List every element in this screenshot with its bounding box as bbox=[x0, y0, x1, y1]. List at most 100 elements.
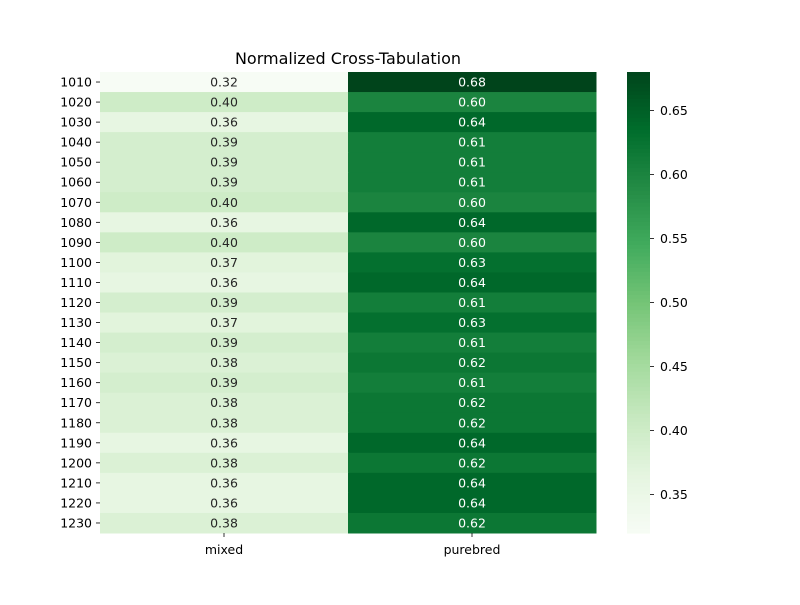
colorbar-segment bbox=[627, 283, 650, 288]
colorbar-segment bbox=[627, 129, 650, 135]
cell-value-label: 0.38 bbox=[210, 415, 238, 430]
y-tick-label: 1070 bbox=[60, 195, 92, 210]
y-tick-label: 1190 bbox=[60, 435, 92, 450]
colorbar-segment bbox=[627, 394, 650, 400]
colorbar-segment bbox=[627, 183, 650, 188]
colorbar-segment bbox=[627, 352, 650, 357]
heatmap-cell bbox=[348, 432, 597, 454]
colorbar-segment bbox=[627, 118, 650, 123]
colorbar-segment bbox=[627, 314, 650, 319]
cell-value-label: 0.64 bbox=[458, 475, 486, 490]
cell-value-label: 0.61 bbox=[458, 175, 486, 190]
colorbar-segment bbox=[627, 267, 650, 273]
heatmap-cell bbox=[100, 352, 349, 374]
colorbar-tick-label: 0.60 bbox=[660, 167, 688, 182]
cell-value-label: 0.37 bbox=[210, 315, 238, 330]
colorbar-segment bbox=[627, 210, 650, 215]
colorbar-tick-label: 0.55 bbox=[660, 231, 688, 246]
colorbar-segment bbox=[627, 410, 650, 415]
heatmap-cell bbox=[100, 92, 349, 113]
colorbar-segment bbox=[627, 225, 650, 231]
y-tick-label: 1010 bbox=[60, 75, 92, 90]
cell-value-label: 0.64 bbox=[458, 115, 486, 130]
heatmap-cell bbox=[348, 272, 597, 293]
colorbar-segment bbox=[627, 329, 650, 334]
colorbar-tick-label: 0.40 bbox=[660, 423, 688, 438]
y-tick-label: 1130 bbox=[60, 315, 92, 330]
heatmap-cell bbox=[100, 292, 349, 314]
colorbar-segment bbox=[627, 529, 650, 534]
heatmap-cell bbox=[348, 112, 597, 133]
heatmap-cell bbox=[100, 452, 349, 474]
colorbar-segment bbox=[627, 160, 650, 165]
heatmap-cell bbox=[100, 232, 349, 253]
heatmap-cell bbox=[100, 72, 349, 93]
heatmap-cell bbox=[348, 132, 597, 153]
heatmap-cell bbox=[348, 352, 597, 374]
cell-value-label: 0.61 bbox=[458, 335, 486, 350]
colorbar-segment bbox=[627, 79, 650, 85]
colorbar-segment bbox=[627, 471, 650, 476]
cell-value-label: 0.63 bbox=[458, 315, 486, 330]
heatmap-cell bbox=[100, 172, 349, 193]
heatmap-cell bbox=[100, 412, 349, 434]
colorbar-segment bbox=[627, 202, 650, 208]
heatmap-cell bbox=[348, 232, 597, 253]
colorbar-segment bbox=[627, 498, 650, 503]
colorbar-segment bbox=[627, 198, 650, 204]
colorbar-segment bbox=[627, 144, 650, 150]
heatmap-cell bbox=[100, 472, 349, 494]
heatmap-cell bbox=[100, 312, 349, 334]
heatmap-cell bbox=[100, 332, 349, 354]
colorbar-segment bbox=[627, 440, 650, 446]
cell-value-label: 0.68 bbox=[458, 75, 486, 90]
colorbar-segment bbox=[627, 371, 650, 377]
colorbar-segment bbox=[627, 98, 650, 104]
colorbar-segment bbox=[627, 402, 650, 407]
heatmap-cell bbox=[348, 92, 597, 113]
y-tick-label: 1080 bbox=[60, 215, 92, 230]
chart-title: Normalized Cross-Tabulation bbox=[235, 49, 461, 68]
colorbar-segment bbox=[627, 406, 650, 411]
colorbar-segment bbox=[627, 279, 650, 284]
y-tick-label: 1220 bbox=[60, 495, 92, 510]
colorbar-segment bbox=[627, 252, 650, 257]
heatmap-cell bbox=[348, 312, 597, 334]
heatmap-cell bbox=[348, 332, 597, 354]
colorbar-segment bbox=[627, 229, 650, 234]
cell-value-label: 0.39 bbox=[210, 135, 238, 150]
y-tick-label: 1230 bbox=[60, 515, 92, 530]
colorbar-segment bbox=[627, 517, 650, 523]
x-tick-label: purebred bbox=[444, 542, 501, 557]
colorbar-segment bbox=[627, 133, 650, 138]
cell-value-label: 0.60 bbox=[458, 195, 486, 210]
cell-value-label: 0.61 bbox=[458, 295, 486, 310]
heatmap-cell bbox=[348, 252, 597, 273]
cell-value-label: 0.62 bbox=[458, 415, 486, 430]
colorbar-segment bbox=[627, 106, 650, 112]
colorbar-segment bbox=[627, 179, 650, 185]
colorbar-segment bbox=[627, 287, 650, 292]
colorbar-segment bbox=[627, 486, 650, 492]
colorbar-segment bbox=[627, 137, 650, 142]
y-tick-label: 1060 bbox=[60, 175, 92, 190]
y-tick-label: 1030 bbox=[60, 115, 92, 130]
heatmap-cell bbox=[348, 212, 597, 233]
cell-value-label: 0.40 bbox=[210, 95, 238, 110]
cell-value-label: 0.39 bbox=[210, 295, 238, 310]
colorbar-segment bbox=[627, 75, 650, 81]
heatmap-cell bbox=[348, 452, 597, 474]
heatmap-cell bbox=[348, 512, 597, 534]
y-tick-label: 1040 bbox=[60, 135, 92, 150]
colorbar-segment bbox=[627, 448, 650, 453]
colorbar-segment bbox=[627, 260, 650, 265]
colorbar-segment bbox=[627, 233, 650, 238]
colorbar-segment bbox=[627, 367, 650, 373]
colorbar-segment bbox=[627, 325, 650, 330]
y-tick-label: 1120 bbox=[60, 295, 92, 310]
x-tick-label: mixed bbox=[205, 542, 243, 557]
heatmap-cell bbox=[100, 372, 349, 394]
colorbar-segment bbox=[627, 156, 650, 161]
cell-value-label: 0.64 bbox=[458, 495, 486, 510]
colorbar-segment bbox=[627, 356, 650, 361]
